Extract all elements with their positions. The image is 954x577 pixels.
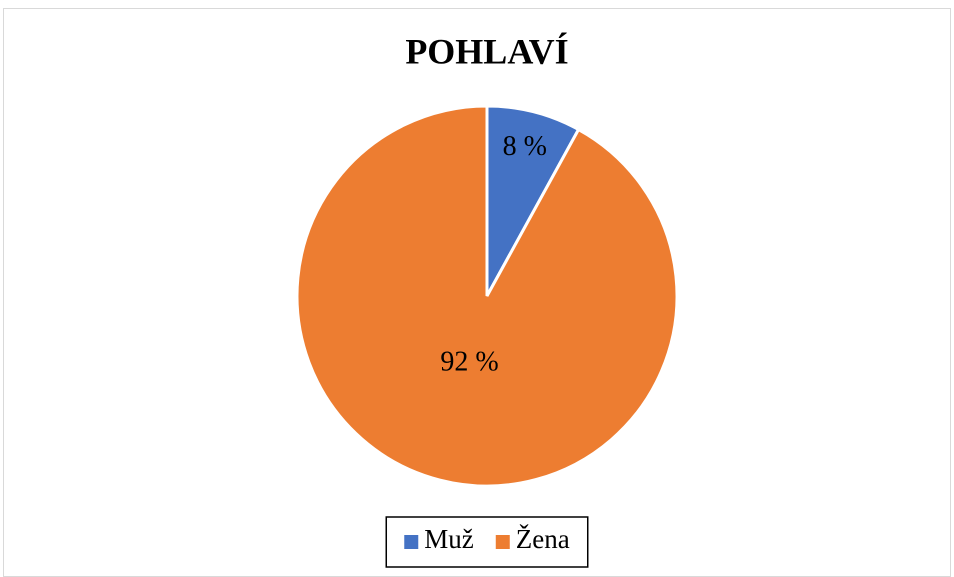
legend: Muž Žena — [385, 516, 589, 568]
legend-label: Žena — [516, 524, 570, 554]
chart-title: POHLAVÍ — [405, 31, 568, 71]
legend-swatch — [404, 535, 419, 549]
data-label: 92 % — [440, 347, 498, 378]
legend-swatch — [495, 535, 510, 549]
legend-frame — [385, 516, 589, 568]
legend-label: Muž — [424, 524, 474, 554]
pie-slice — [295, 104, 679, 488]
pie-slice — [485, 104, 581, 297]
data-label: 8 % — [503, 131, 547, 162]
